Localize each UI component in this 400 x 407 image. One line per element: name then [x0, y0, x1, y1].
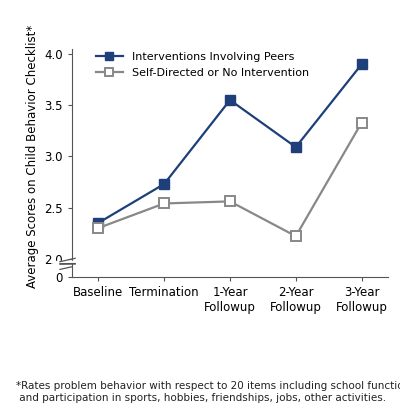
Legend: Interventions Involving Peers, Self-Directed or No Intervention: Interventions Involving Peers, Self-Dire… [93, 50, 312, 80]
Y-axis label: Average Scores on Child Behavior Checklist*: Average Scores on Child Behavior Checkli… [26, 25, 39, 288]
Text: *Rates problem behavior with respect to 20 items including school functioning
 a: *Rates problem behavior with respect to … [16, 381, 400, 403]
